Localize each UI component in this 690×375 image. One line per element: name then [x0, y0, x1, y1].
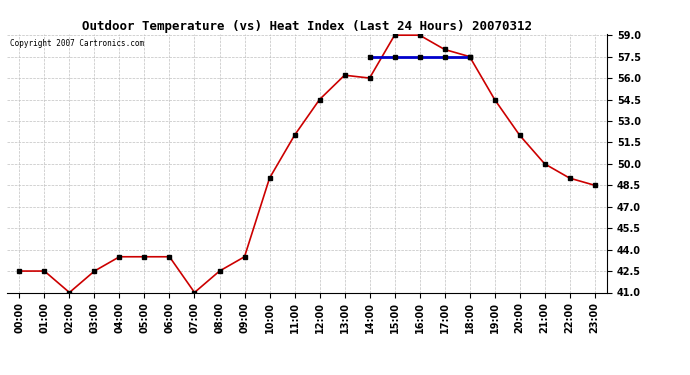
Title: Outdoor Temperature (vs) Heat Index (Last 24 Hours) 20070312: Outdoor Temperature (vs) Heat Index (Las…	[82, 20, 532, 33]
Text: Copyright 2007 Cartronics.com: Copyright 2007 Cartronics.com	[10, 39, 144, 48]
